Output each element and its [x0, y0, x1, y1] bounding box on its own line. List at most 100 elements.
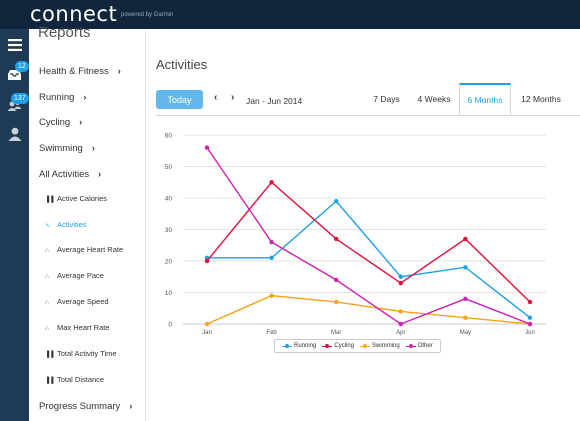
data-point-swimming	[398, 309, 403, 314]
data-point-other	[269, 239, 274, 245]
chevron-right-icon: ›	[117, 66, 121, 76]
data-point-other	[398, 321, 403, 327]
data-point-other	[527, 321, 533, 327]
tab-7-days[interactable]: 7 Days	[373, 94, 400, 104]
legend-item-running[interactable]: Running	[282, 343, 316, 349]
data-point-running	[527, 315, 533, 320]
main-content: Activities Today ‹ › Jan - Jun 2014 7 Da…	[146, 29, 580, 421]
data-point-swimming	[269, 293, 274, 298]
data-point-swimming	[204, 321, 210, 327]
date-range-label: Jan - Jun 2014	[246, 96, 303, 106]
y-tick-label: 40	[165, 196, 173, 203]
y-tick-label: 20	[165, 259, 173, 266]
y-tick-label: 50	[165, 164, 173, 171]
legend-label: Swimming	[372, 343, 400, 349]
y-tick-label: 0	[168, 322, 172, 329]
next-period-button[interactable]: ›	[231, 92, 235, 103]
sidebar-subitem-max-heart-rate[interactable]: ∴ Max Heart Rate	[45, 323, 110, 332]
chevron-right-icon: ›	[98, 169, 102, 179]
sidebar-item-label: All Activities	[39, 169, 90, 180]
icon-rail: 12 137	[0, 29, 29, 421]
chevron-right-icon: ›	[129, 401, 133, 411]
legend-marker-running	[282, 343, 292, 349]
chart-legend: Running Cycling Swimming Other	[274, 339, 441, 353]
sidebar-item-label: Running	[39, 92, 75, 103]
sidebar-title: Reports	[38, 24, 91, 41]
profile-button[interactable]	[0, 121, 29, 147]
sidebar-item-swimming[interactable]: Swimming ›	[39, 143, 95, 154]
data-point-other	[463, 296, 468, 301]
sidebar-item-progress-summary[interactable]: Progress Summary ›	[39, 401, 132, 412]
tab-12-months[interactable]: 12 Months	[521, 94, 561, 104]
legend-item-swimming[interactable]: Swimming	[360, 343, 400, 349]
bar-chart-icon: ▐▐	[45, 352, 54, 358]
tab-6-months[interactable]: 6 Months	[459, 83, 511, 115]
chevron-right-icon: ›	[83, 92, 87, 102]
sidebar-item-label: Cycling	[39, 117, 71, 128]
data-point-swimming	[463, 315, 468, 320]
data-point-cycling	[527, 299, 533, 305]
sidebar-subitem-activities[interactable]: ∿ Activities	[45, 220, 87, 229]
bar-chart-icon: ▐▐	[45, 197, 54, 203]
sidebar-subitem-average-heart-rate[interactable]: ∴ Average Heart Rate	[45, 245, 123, 254]
sidebar-subitem-total-activity-time[interactable]: ▐▐ Total Activity Time	[45, 349, 117, 358]
tab-4-weeks[interactable]: 4 Weeks	[417, 94, 451, 104]
sidebar-subitem-label: Average Heart Rate	[57, 245, 124, 254]
legend-item-other[interactable]: Other	[405, 343, 433, 349]
sidebar-subitem-active-calories[interactable]: ▐▐ Active Calories	[45, 194, 107, 203]
line-chart-icon: ∿	[45, 223, 51, 229]
today-button[interactable]: Today	[156, 90, 203, 109]
sidebar-subitem-average-speed[interactable]: ∴ Average Speed	[45, 297, 109, 306]
series-line-swimming	[206, 294, 531, 325]
data-point-running	[463, 265, 468, 270]
sidebar-item-running[interactable]: Running ›	[39, 92, 86, 103]
chevron-right-icon: ›	[91, 143, 95, 153]
series-line-cycling	[206, 181, 531, 303]
y-tick-label: 30	[165, 227, 173, 234]
page-title: Activities	[156, 57, 208, 72]
menu-button[interactable]	[0, 32, 29, 58]
connections-badge: 137	[11, 93, 29, 104]
sidebar-subitem-label: Average Speed	[57, 297, 109, 306]
sidebar-item-health-fitness[interactable]: Health & Fitness ›	[39, 66, 121, 77]
y-tick-label: 60	[165, 133, 173, 140]
previous-period-button[interactable]: ‹	[214, 92, 218, 103]
scatter-icon: ∴	[45, 326, 49, 332]
reports-sidebar: Reports Health & Fitness › Running › Cycli…	[29, 24, 146, 421]
sidebar-subitem-label: Activities	[57, 220, 87, 229]
legend-label: Cycling	[334, 343, 355, 349]
data-point-cycling	[334, 236, 339, 242]
scatter-icon: ∴	[45, 300, 49, 306]
inbox-badge: 12	[15, 61, 29, 72]
scatter-icon: ∴	[45, 248, 49, 254]
data-point-other	[204, 145, 210, 150]
sidebar-subitem-label: Active Calories	[57, 194, 108, 203]
x-tick-label: Jan	[202, 330, 212, 336]
data-point-cycling	[463, 236, 468, 242]
sidebar-subitem-label: Total Activity Time	[57, 349, 117, 358]
bar-chart-icon: ▐▐	[45, 378, 54, 384]
tabs-divider	[156, 115, 580, 116]
powered-by-text: powered by Garmin	[121, 12, 174, 18]
sidebar-subitem-label: Max Heart Rate	[57, 323, 110, 332]
legend-label: Running	[294, 343, 317, 349]
connections-button[interactable]: 137	[0, 92, 29, 118]
x-tick-label: May	[460, 330, 471, 336]
app-logo[interactable]: connect	[30, 2, 118, 26]
series-line-other	[206, 147, 531, 325]
sidebar-subitem-total-distance[interactable]: ▐▐ Total Distance	[45, 375, 104, 384]
sidebar-item-cycling[interactable]: Cycling ›	[39, 117, 82, 128]
activities-line-chart: 0 10 20 30 40 50 60 Jan Feb Mar Apr May Jun	[165, 133, 546, 336]
legend-label: Other	[417, 343, 433, 349]
sidebar-subitem-label: Average Pace	[57, 271, 104, 280]
data-point-other	[334, 277, 339, 283]
scatter-icon: ∴	[45, 274, 49, 280]
inbox-button[interactable]: 12	[0, 61, 29, 88]
chevron-right-icon: ›	[79, 117, 83, 127]
x-tick-label: Feb	[266, 330, 277, 336]
data-point-cycling	[398, 280, 403, 286]
sidebar-subitem-average-pace[interactable]: ∴ Average Pace	[45, 271, 104, 280]
sidebar-item-all-activities[interactable]: All Activities ›	[39, 169, 101, 180]
legend-item-cycling[interactable]: Cycling	[322, 343, 354, 349]
inbox-icon	[8, 70, 21, 80]
